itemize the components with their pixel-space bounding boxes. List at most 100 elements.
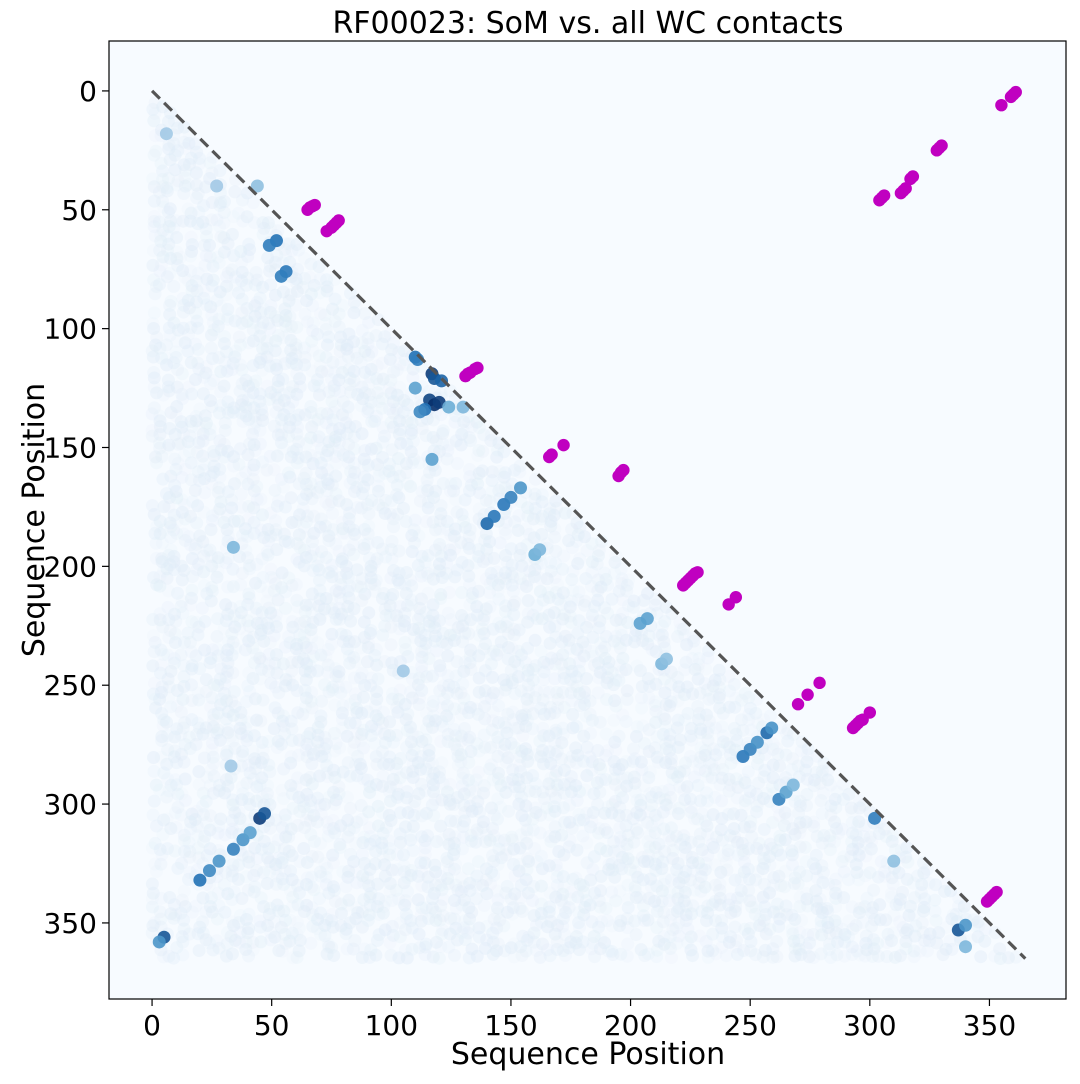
background-contact-point	[470, 869, 484, 883]
background-contact-point	[231, 514, 245, 528]
background-contact-point	[200, 298, 214, 312]
background-contact-point	[558, 815, 572, 829]
background-contact-point	[170, 245, 184, 259]
background-contact-point	[203, 422, 217, 436]
background-contact-point	[357, 458, 371, 472]
background-contact-point	[441, 855, 455, 869]
background-contact-point	[310, 664, 324, 678]
background-contact-point	[278, 640, 292, 654]
background-contact-point	[282, 420, 296, 434]
background-contact-point	[161, 172, 175, 186]
som-point	[729, 591, 743, 604]
background-contact-point	[247, 484, 261, 498]
background-contact-point	[390, 756, 404, 770]
background-contact-point	[555, 828, 569, 842]
background-contact-point	[347, 735, 361, 749]
background-contact-point	[544, 519, 558, 533]
background-contact-point	[433, 564, 447, 578]
background-contact-point	[268, 388, 282, 402]
background-contact-point	[189, 537, 203, 551]
background-contact-point	[363, 388, 377, 402]
background-contact-point	[167, 523, 181, 537]
x-tick-label: 350	[963, 1009, 1016, 1042]
background-contact-point	[595, 644, 609, 658]
background-contact-point	[234, 406, 248, 420]
background-contact-point	[284, 756, 298, 770]
background-contact-point	[214, 698, 228, 712]
background-contact-point	[736, 723, 750, 737]
background-contact-point	[397, 344, 411, 358]
background-contact-point	[557, 700, 571, 714]
background-contact-point	[857, 829, 871, 843]
background-contact-point	[284, 822, 298, 836]
background-contact-point	[773, 833, 787, 847]
background-contact-point	[161, 114, 175, 128]
background-contact-point	[318, 742, 332, 756]
contact-point	[413, 405, 427, 419]
background-contact-point	[716, 833, 730, 847]
background-contact-point	[473, 486, 487, 500]
background-contact-point	[261, 793, 275, 807]
background-contact-point	[248, 756, 262, 770]
background-contact-point	[342, 438, 356, 452]
background-contact-point	[248, 299, 262, 313]
background-contact-point	[564, 615, 578, 629]
background-contact-point	[600, 844, 614, 858]
background-contact-point	[400, 599, 414, 613]
background-contact-point	[591, 593, 605, 607]
background-contact-point	[241, 614, 255, 628]
background-contact-point	[186, 570, 200, 584]
background-contact-point	[456, 677, 470, 691]
background-contact-point	[350, 563, 364, 577]
background-contact-point	[372, 469, 386, 483]
background-contact-point	[607, 755, 621, 769]
background-contact-point	[240, 529, 254, 543]
background-contact-point	[221, 395, 235, 409]
background-contact-point	[233, 550, 247, 564]
background-contact-point	[253, 356, 267, 370]
background-contact-point	[199, 222, 213, 236]
background-contact-point	[325, 394, 339, 408]
background-contact-point	[277, 719, 291, 733]
background-contact-point	[205, 400, 219, 414]
background-contact-point	[246, 323, 260, 337]
background-contact-point	[318, 678, 332, 692]
background-contact-point	[255, 455, 269, 469]
background-contact-point	[358, 386, 372, 400]
background-contact-point	[320, 407, 334, 421]
background-contact-point	[306, 457, 320, 471]
background-contact-point	[204, 300, 218, 314]
background-contact-point	[292, 435, 306, 449]
background-contact-point	[687, 634, 701, 648]
background-contact-point	[163, 202, 177, 216]
background-contact-point	[823, 843, 837, 857]
background-contact-point	[348, 465, 362, 479]
background-contact-point	[419, 722, 433, 736]
background-contact-point	[370, 685, 384, 699]
background-contact-point	[659, 600, 673, 614]
background-contact-point	[328, 662, 342, 676]
background-contact-point	[398, 619, 412, 633]
background-contact-point	[400, 414, 414, 428]
background-contact-point	[662, 829, 676, 843]
background-contact-point	[569, 756, 583, 770]
background-contact-point	[664, 695, 678, 709]
background-contact-point	[412, 698, 426, 712]
background-contact-point	[319, 551, 333, 565]
background-contact-point	[472, 649, 486, 663]
background-contact-point	[269, 620, 283, 634]
background-contact-point	[204, 377, 218, 391]
background-contact-point	[443, 777, 457, 791]
background-contact-point	[429, 484, 443, 498]
background-contact-point	[315, 466, 329, 480]
background-contact-point	[369, 844, 383, 858]
background-contact-point	[183, 866, 197, 880]
background-contact-point	[182, 380, 196, 394]
background-contact-point	[591, 656, 605, 670]
background-contact-point	[641, 637, 655, 651]
background-contact-point	[332, 665, 346, 679]
background-contact-point	[737, 865, 751, 879]
background-contact-point	[429, 523, 443, 537]
background-contact-point	[397, 358, 411, 372]
background-contact-point	[736, 843, 750, 857]
